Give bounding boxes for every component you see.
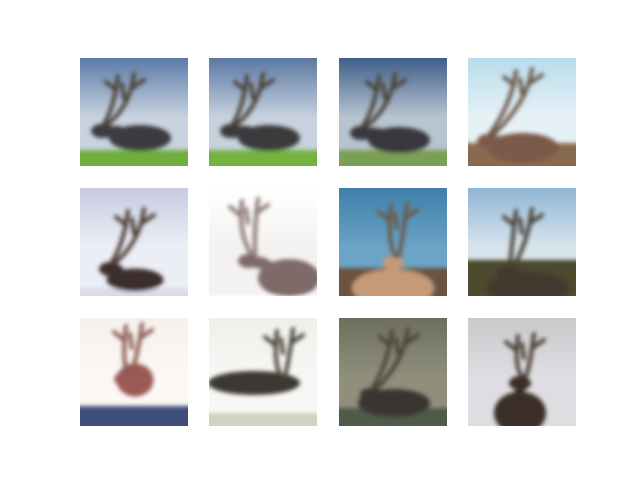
reindeer-image-r3c1: [80, 318, 188, 426]
reindeer-photo: [209, 318, 317, 426]
reindeer-photo: [468, 188, 576, 296]
reindeer-image-r3c4: [468, 318, 576, 426]
reindeer-image-r3c3: [339, 318, 447, 426]
reindeer-photo: [80, 188, 188, 296]
reindeer-photo: [339, 318, 447, 426]
reindeer-photo: [339, 188, 447, 296]
reindeer-photo: [468, 58, 576, 166]
reindeer-photo: [80, 58, 188, 166]
reindeer-photo: [80, 318, 188, 426]
reindeer-image-r2c3: [339, 188, 447, 296]
reindeer-image-r2c1: [80, 188, 188, 296]
reindeer-image-r2c2: [209, 188, 317, 296]
reindeer-image-r1c1: [80, 58, 188, 166]
reindeer-image-r3c2: [209, 318, 317, 426]
reindeer-photo: [209, 58, 317, 166]
reindeer-image-r1c2: [209, 58, 317, 166]
reindeer-photo: [209, 188, 317, 296]
reindeer-image-r1c3: [339, 58, 447, 166]
reindeer-image-r1c4: [468, 58, 576, 166]
reindeer-image-r2c4: [468, 188, 576, 296]
reindeer-photo: [339, 58, 447, 166]
reindeer-photo: [468, 318, 576, 426]
